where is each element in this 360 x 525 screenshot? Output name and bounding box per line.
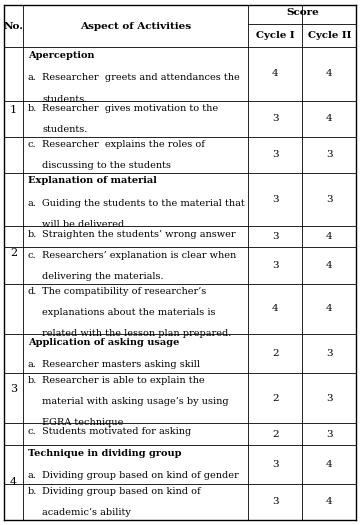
Text: related with the lesson plan prepared.: related with the lesson plan prepared. xyxy=(42,329,231,338)
Text: 4: 4 xyxy=(10,477,17,487)
Text: 4: 4 xyxy=(326,69,333,78)
Text: 3: 3 xyxy=(272,232,279,241)
Text: c.: c. xyxy=(28,251,36,260)
Text: 2: 2 xyxy=(272,349,279,358)
Text: 3: 3 xyxy=(272,195,279,204)
Text: b.: b. xyxy=(28,376,37,385)
Text: material with asking usage’s by using: material with asking usage’s by using xyxy=(42,397,229,406)
Text: 4: 4 xyxy=(326,460,333,469)
Text: students.: students. xyxy=(42,94,87,103)
Text: 4: 4 xyxy=(326,497,333,506)
Text: b.: b. xyxy=(28,229,37,238)
Text: 3: 3 xyxy=(326,150,333,159)
Text: Dividing group based on kind of gender: Dividing group based on kind of gender xyxy=(42,471,239,480)
Text: discussing to the students: discussing to the students xyxy=(42,161,171,170)
Text: Explanation of material: Explanation of material xyxy=(28,176,157,185)
Text: Researcher is able to explain the: Researcher is able to explain the xyxy=(42,376,205,385)
Text: academic’s ability: academic’s ability xyxy=(42,508,131,518)
Text: 4: 4 xyxy=(272,304,279,313)
Text: Cycle I: Cycle I xyxy=(256,31,295,40)
Text: 3: 3 xyxy=(272,497,279,506)
Text: will be delivered: will be delivered xyxy=(42,220,124,229)
Text: 3: 3 xyxy=(326,349,333,358)
Text: delivering the materials.: delivering the materials. xyxy=(42,272,164,281)
Text: Researcher masters asking skill: Researcher masters asking skill xyxy=(42,360,200,369)
Text: explanations about the materials is: explanations about the materials is xyxy=(42,308,216,317)
Text: 3: 3 xyxy=(326,429,333,438)
Text: a.: a. xyxy=(28,199,37,208)
Text: Students motivated for asking: Students motivated for asking xyxy=(42,427,192,436)
Text: 3: 3 xyxy=(326,394,333,403)
Text: 3: 3 xyxy=(10,384,17,394)
Text: The compatibility of researcher’s: The compatibility of researcher’s xyxy=(42,287,206,296)
Text: Score: Score xyxy=(286,8,319,17)
Text: Application of asking usage: Application of asking usage xyxy=(28,338,179,346)
Text: 2: 2 xyxy=(272,394,279,403)
Text: Researcher  greets and attendances the: Researcher greets and attendances the xyxy=(42,74,240,82)
Text: 3: 3 xyxy=(326,195,333,204)
Text: Researcher  gives motivation to the: Researcher gives motivation to the xyxy=(42,104,218,113)
Text: b.: b. xyxy=(28,104,37,113)
Text: 4: 4 xyxy=(272,69,279,78)
Text: 1: 1 xyxy=(10,105,17,115)
Text: Researchers’ explanation is clear when: Researchers’ explanation is clear when xyxy=(42,251,237,260)
Text: 2: 2 xyxy=(10,248,17,258)
Text: 3: 3 xyxy=(272,460,279,469)
Text: 4: 4 xyxy=(326,304,333,313)
Text: Straighten the students’ wrong answer: Straighten the students’ wrong answer xyxy=(42,229,236,238)
Text: a.: a. xyxy=(28,471,37,480)
Text: EGRA technique: EGRA technique xyxy=(42,418,123,427)
Text: d.: d. xyxy=(28,287,37,296)
Text: c.: c. xyxy=(28,140,36,149)
Text: students.: students. xyxy=(42,125,87,134)
Text: 2: 2 xyxy=(272,429,279,438)
Text: 3: 3 xyxy=(272,261,279,270)
Text: Aspect of Activities: Aspect of Activities xyxy=(80,22,192,31)
Text: c.: c. xyxy=(28,427,36,436)
Text: Guiding the students to the material that: Guiding the students to the material tha… xyxy=(42,199,245,208)
Text: Cycle II: Cycle II xyxy=(308,31,351,40)
Text: 3: 3 xyxy=(272,150,279,159)
Text: 4: 4 xyxy=(326,232,333,241)
Text: Technique in dividing group: Technique in dividing group xyxy=(28,448,181,457)
Text: Dividing group based on kind of: Dividing group based on kind of xyxy=(42,487,201,497)
Text: 4: 4 xyxy=(326,261,333,270)
Text: 3: 3 xyxy=(272,114,279,123)
Text: a.: a. xyxy=(28,360,37,369)
Text: 4: 4 xyxy=(326,114,333,123)
Text: No.: No. xyxy=(4,22,23,31)
Text: Researcher  explains the roles of: Researcher explains the roles of xyxy=(42,140,205,149)
Text: Aperception: Aperception xyxy=(28,51,94,60)
Text: b.: b. xyxy=(28,487,37,497)
Text: a.: a. xyxy=(28,74,37,82)
